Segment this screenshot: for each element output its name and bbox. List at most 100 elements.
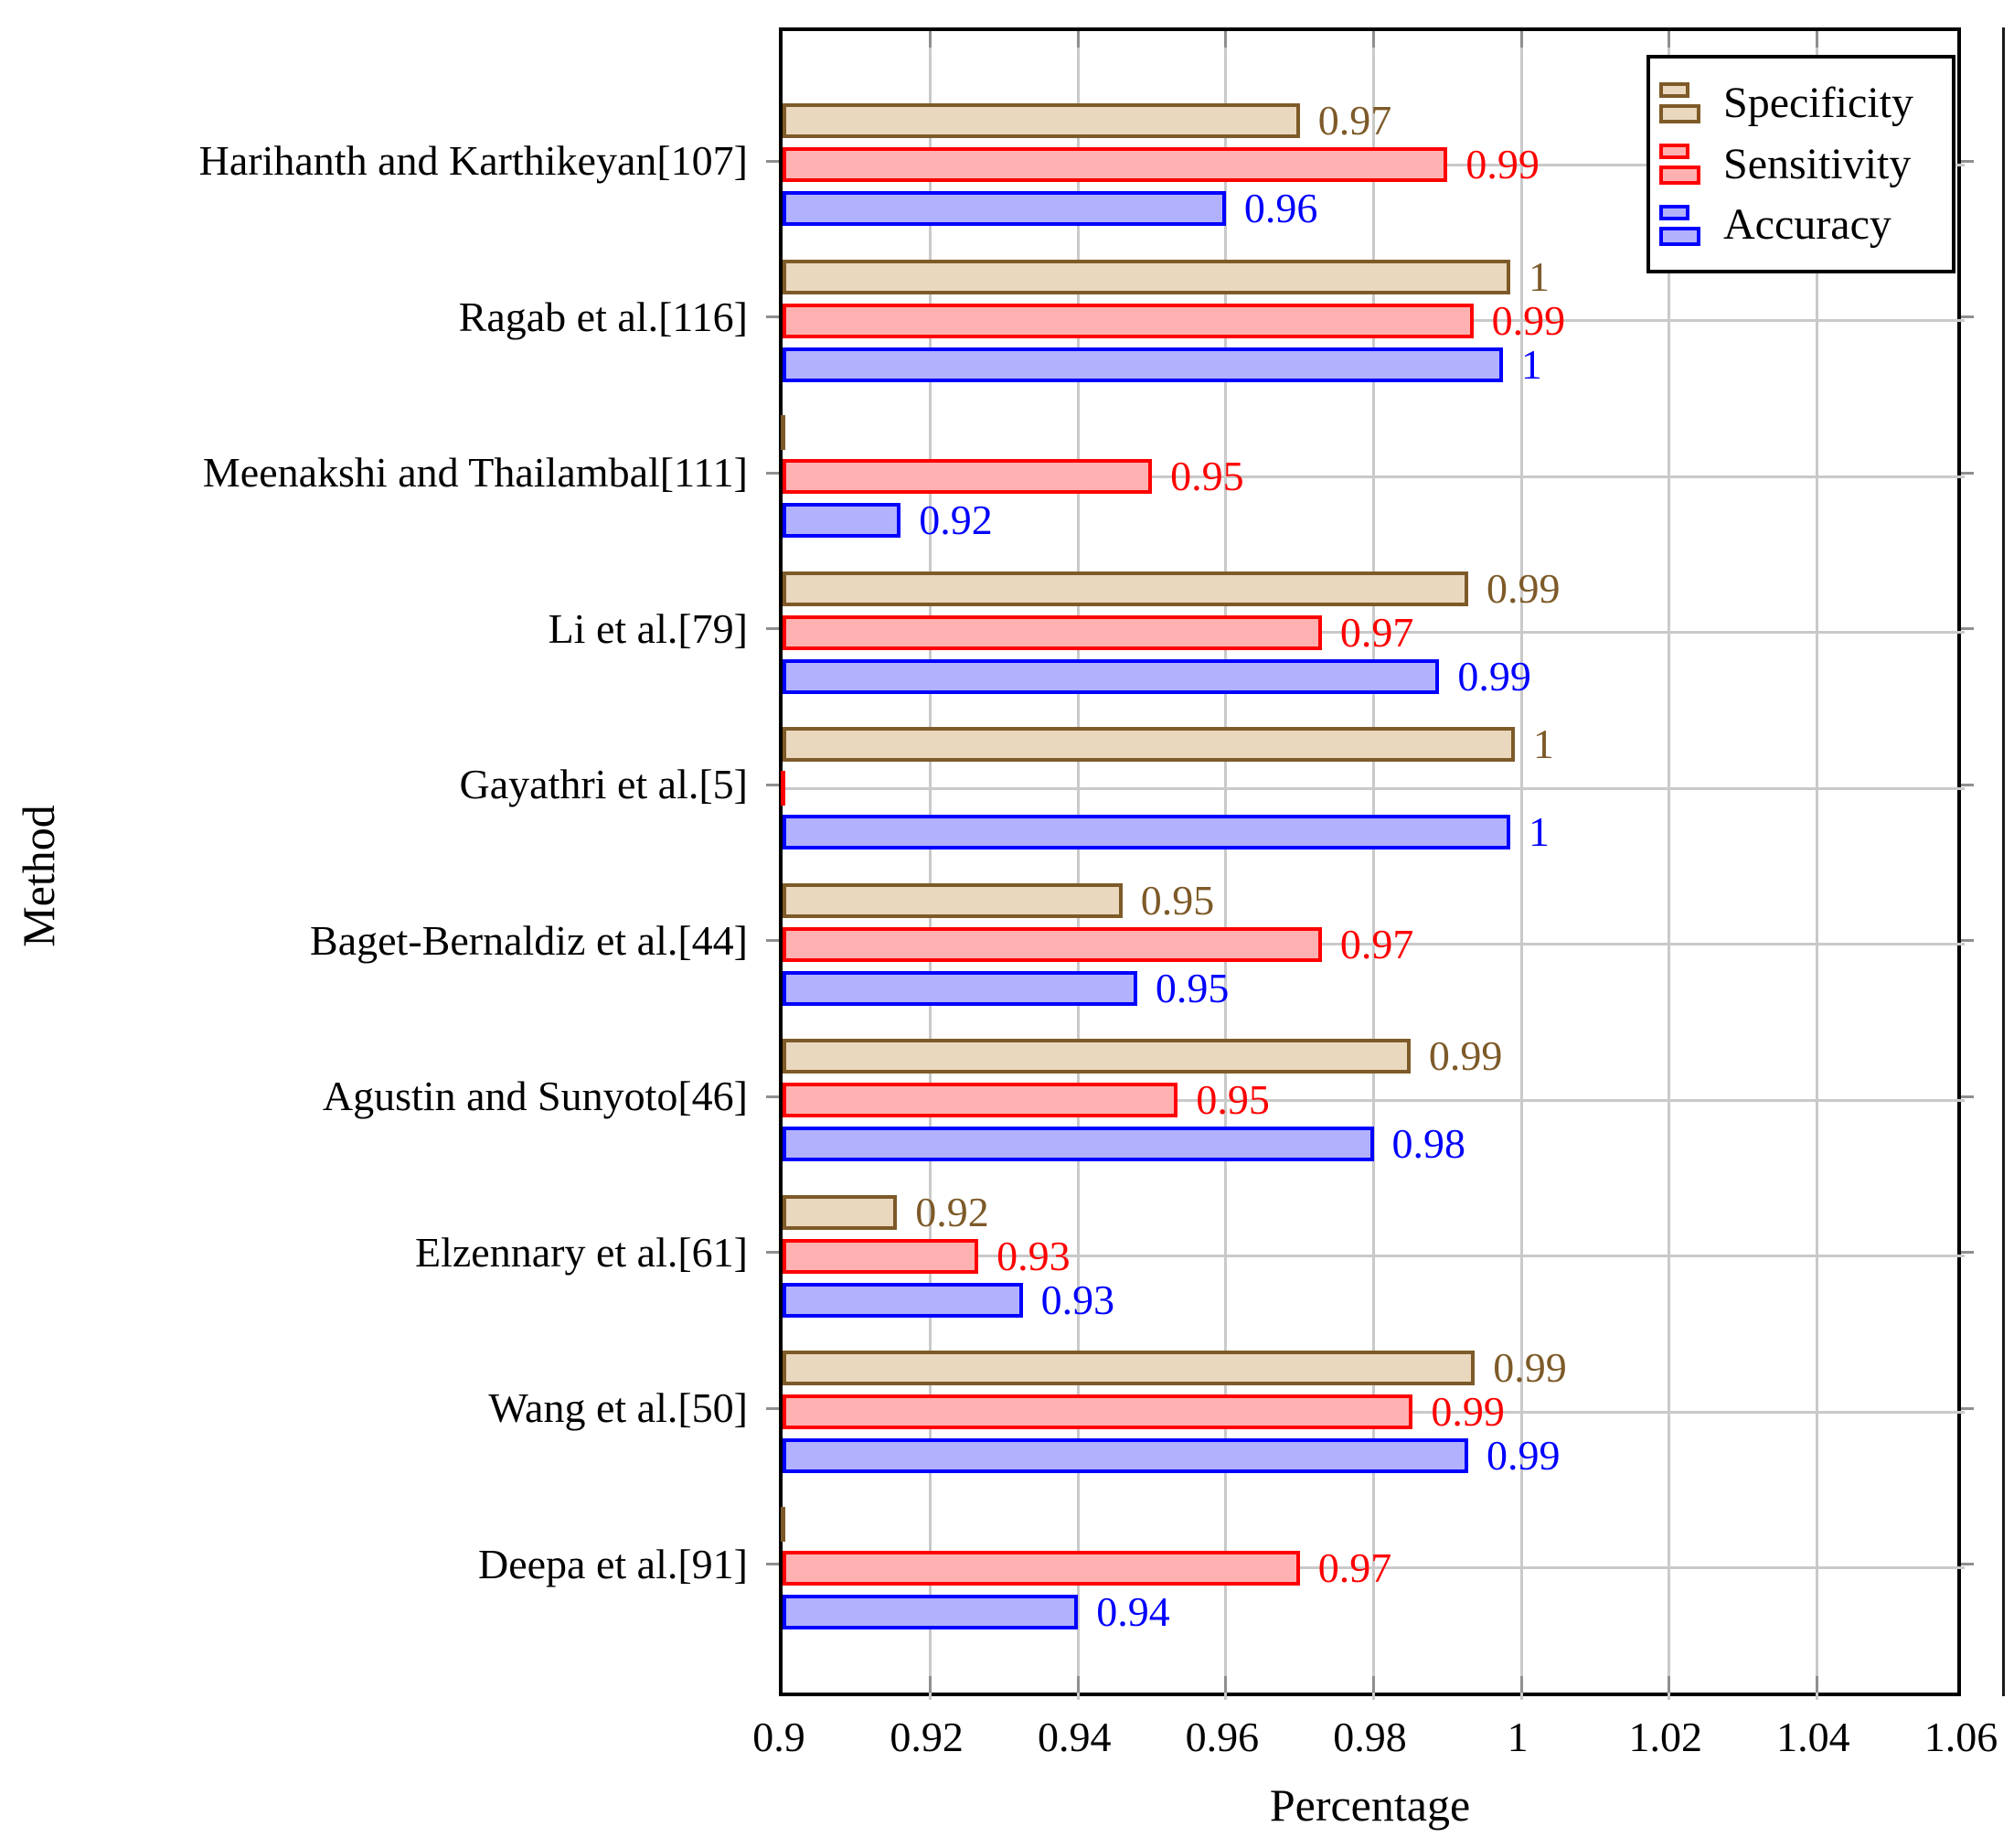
x-tick-mark <box>1519 1676 1523 1693</box>
bar-accuracy <box>783 1282 1023 1318</box>
bar-accuracy <box>783 347 1503 382</box>
legend-swatch-accuracy <box>1659 204 1707 246</box>
bar-value-label: 0.94 <box>1096 1587 1170 1635</box>
x-tick-mark <box>1815 1676 1818 1693</box>
bar-value-label: 1 <box>1529 808 1550 855</box>
y-tick-mark <box>1961 159 1974 163</box>
x-tick-mark <box>1224 31 1228 48</box>
bar-value-label: 0.97 <box>1317 1544 1392 1591</box>
x-tick-label: 1.06 <box>1923 1714 1998 1760</box>
y-gridline <box>783 1098 1965 1102</box>
x-tick-label: 0.92 <box>890 1714 964 1760</box>
x-tick-mark <box>1076 31 1080 48</box>
legend: Specificity Sensitivity Accuracy <box>1646 55 1955 273</box>
x-tick-mark <box>1668 31 1671 48</box>
bar-value-label: 0.97 <box>1339 608 1414 656</box>
bar-value-label: 1 <box>1520 340 1542 388</box>
x-gridline <box>1372 31 1375 1700</box>
bar-accuracy <box>783 970 1137 1006</box>
y-gridline <box>783 943 1965 945</box>
legend-swatch-rect <box>1659 226 1700 246</box>
bar-accuracy <box>783 1594 1079 1629</box>
legend-label: Specificity <box>1723 78 1913 127</box>
legend-swatch-rect <box>1659 82 1689 99</box>
y-tick-mark <box>766 1563 779 1565</box>
plot-area: 0.97 1 0.99 1 0.95 0.99 0.92 0.99 0.99 0.99 0.95 0.… <box>779 27 1965 1700</box>
bar-sensitivity <box>783 926 1322 962</box>
legend-swatch-sensitivity <box>1659 144 1707 185</box>
category-label: Elzennary et al.[61] <box>415 1228 748 1276</box>
legend-item: Accuracy <box>1659 203 1943 247</box>
bar-specificity <box>783 259 1510 294</box>
bar-accuracy <box>783 658 1440 694</box>
bar-value-label: 0.95 <box>1196 1076 1270 1123</box>
x-tick-mark <box>929 1676 932 1693</box>
y-gridline <box>783 786 1965 790</box>
legend-swatch-rect <box>1659 166 1700 185</box>
legend-label: Sensitivity <box>1723 139 1912 188</box>
x-gridline <box>1519 31 1523 1700</box>
y-gridline <box>783 1566 1965 1569</box>
y-tick-mark <box>766 939 779 942</box>
x-tick-mark <box>1224 1676 1228 1693</box>
y-tick-mark <box>766 1251 779 1254</box>
legend-swatch-specificity <box>1659 82 1707 124</box>
bar-value-label: 0.96 <box>1243 185 1318 231</box>
y-tick-mark <box>1961 627 1974 630</box>
bar-value-label: 0.95 <box>1170 453 1244 499</box>
x-gridline <box>929 31 932 1700</box>
y-tick-mark <box>766 315 779 318</box>
bar-specificity <box>783 1039 1411 1074</box>
bar-value-label: 0.93 <box>1040 1276 1115 1323</box>
bar-value-label: 0.95 <box>1140 876 1215 924</box>
bar-value-label: 0.95 <box>1155 964 1230 1011</box>
bar-accuracy <box>783 503 901 538</box>
bar-specificity <box>783 1194 898 1230</box>
y-tick-mark <box>1961 1406 1974 1410</box>
bar-value-label: 1 <box>1529 252 1550 300</box>
x-axis-title: Percentage <box>1269 1779 1471 1831</box>
bar-value-label: 0.97 <box>1339 920 1414 967</box>
y-tick-mark <box>766 159 779 163</box>
bar-accuracy <box>783 1438 1468 1473</box>
x-tick-mark <box>929 31 932 48</box>
y-tick-mark <box>766 1406 779 1410</box>
x-tick-label: 0.98 <box>1333 1714 1407 1760</box>
category-label: Gayathri et al.[5] <box>459 761 748 807</box>
bar-sensitivity <box>783 459 1153 494</box>
y-tick-mark <box>766 471 779 475</box>
y-tick-mark <box>766 1095 779 1098</box>
y-gridline <box>783 1255 1965 1257</box>
x-tick-mark <box>1668 1676 1671 1693</box>
bar-value-label: 0.99 <box>1457 652 1531 700</box>
legend-item: Sensitivity <box>1659 139 1943 188</box>
x-tick-mark <box>1372 31 1375 48</box>
bar-specificity <box>783 1351 1476 1385</box>
category-label: Harihanth and Karthikeyan[107] <box>198 137 748 184</box>
y-tick-mark <box>1961 1095 1974 1098</box>
y-gridline <box>783 631 1965 634</box>
bar-zero-specificity <box>781 1506 785 1542</box>
y-tick-mark <box>1961 1251 1974 1254</box>
bar-zero-specificity <box>781 415 785 450</box>
y-tick-mark <box>766 783 779 786</box>
bar-specificity <box>783 882 1123 918</box>
x-tick-label: 0.9 <box>752 1714 805 1760</box>
x-gridline <box>1076 31 1080 1700</box>
y-tick-mark <box>1961 939 1974 942</box>
bar-specificity <box>783 727 1515 762</box>
bar-value-label: 0.99 <box>1486 1432 1561 1479</box>
category-label: Deepa et al.[91] <box>477 1540 748 1587</box>
x-tick-mark <box>1815 31 1818 48</box>
category-label: Li et al.[79] <box>548 604 748 652</box>
bar-specificity <box>783 571 1468 606</box>
legend-item: Specificity <box>1659 78 1943 127</box>
bar-sensitivity <box>783 614 1322 650</box>
x-tick-mark <box>1519 31 1523 48</box>
bar-value-label: 0.99 <box>1428 1032 1503 1079</box>
bar-value-label: 0.98 <box>1391 1120 1466 1167</box>
category-label: Agustin and Sunyoto[46] <box>322 1073 748 1119</box>
bar-value-label: 0.99 <box>1491 296 1566 344</box>
bar-value-label: 0.99 <box>1465 141 1540 187</box>
